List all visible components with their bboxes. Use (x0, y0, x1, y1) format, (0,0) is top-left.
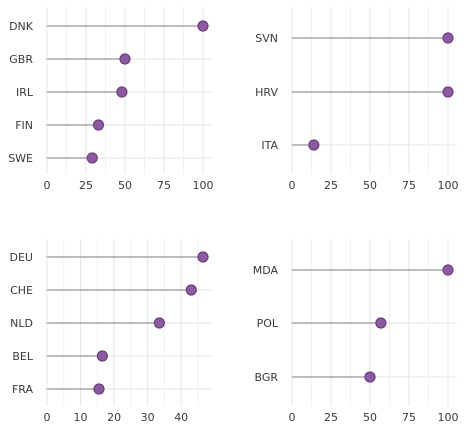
x-tick-label: 0 (44, 179, 51, 192)
x-tick-label: 100 (438, 411, 459, 424)
point-dnk (197, 20, 209, 32)
point-bel (96, 350, 108, 362)
category-label: BEL (12, 350, 33, 363)
panel-top-left: 0 25 50 75 100 DNK GBR IRL FIN SWE (8, 7, 214, 192)
category-label: MDA (253, 264, 279, 277)
x-tick-label: 75 (402, 411, 416, 424)
x-tick-label: 100 (438, 179, 459, 192)
category-label: HRV (255, 86, 278, 99)
x-tick-label: 0 (289, 179, 296, 192)
x-tick-label: 20 (107, 411, 121, 424)
panel-top-right: 0 25 50 75 100 SVN HRV ITA (255, 7, 459, 192)
category-label: FRA (12, 383, 34, 396)
x-tick-label: 50 (363, 411, 377, 424)
x-tick-label: 100 (193, 179, 214, 192)
point-hrv (442, 86, 454, 98)
category-label: BGR (254, 371, 278, 384)
x-tick-label: 0 (289, 411, 296, 424)
point-swe (86, 152, 98, 164)
category-label: NLD (10, 317, 33, 330)
x-tick-label: 25 (324, 411, 338, 424)
category-label: SVN (255, 32, 278, 45)
category-label: POL (257, 317, 279, 330)
point-fra (93, 383, 105, 395)
x-tick-label: 40 (174, 411, 188, 424)
category-label: SWE (8, 152, 33, 165)
category-label: ITA (261, 139, 278, 152)
point-deu (197, 251, 209, 263)
point-ita (308, 139, 320, 151)
x-tick-label: 25 (79, 179, 93, 192)
x-tick-label: 75 (157, 179, 171, 192)
point-bgr (364, 371, 376, 383)
x-tick-label: 10 (74, 411, 88, 424)
category-label: GBR (9, 53, 33, 66)
x-tick-label: 50 (363, 179, 377, 192)
x-tick-label: 75 (402, 179, 416, 192)
category-label: DEU (10, 251, 33, 264)
category-label: CHE (10, 284, 33, 297)
x-tick-label: 50 (118, 179, 132, 192)
point-svn (442, 32, 454, 44)
point-pol (375, 317, 387, 329)
panel-bottom-right: 0 25 50 75 100 MDA POL BGR (253, 239, 459, 424)
x-tick-label: 25 (324, 179, 338, 192)
point-nld (153, 317, 165, 329)
point-mda (442, 264, 454, 276)
point-fin (92, 119, 105, 131)
point-gbr (119, 53, 131, 65)
category-label: FIN (15, 119, 33, 132)
x-tick-label: 0 (44, 411, 51, 424)
point-che (185, 284, 197, 296)
category-label: IRL (16, 86, 34, 99)
x-tick-label: 30 (141, 411, 155, 424)
point-irl (116, 86, 128, 98)
panel-bottom-left: 0 10 20 30 40 DEU CHE NLD BEL FRA (10, 239, 212, 424)
category-label: DNK (9, 20, 34, 33)
